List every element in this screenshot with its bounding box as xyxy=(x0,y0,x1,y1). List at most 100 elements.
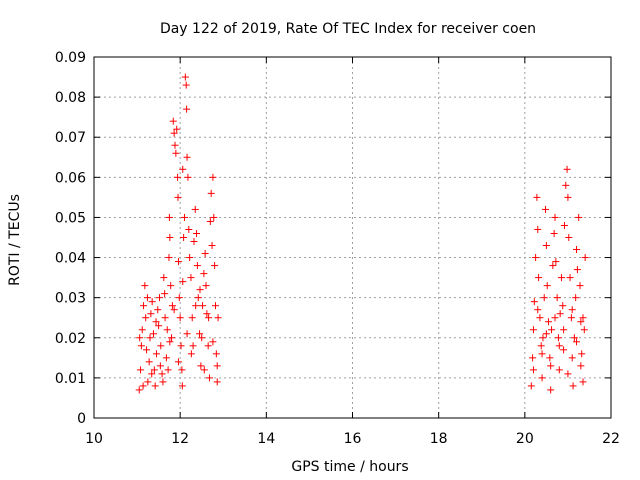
data-point xyxy=(209,173,217,181)
data-point xyxy=(577,318,585,326)
y-tick-label: 0.03 xyxy=(55,291,86,307)
data-point xyxy=(552,258,560,266)
data-point xyxy=(539,334,547,342)
data-point xyxy=(545,318,553,326)
data-point xyxy=(555,342,563,350)
data-point xyxy=(212,350,220,358)
y-tick-label: 0.06 xyxy=(55,170,86,186)
data-point xyxy=(180,213,188,221)
data-point xyxy=(208,242,216,250)
data-point xyxy=(148,370,156,378)
data-point xyxy=(563,165,571,173)
data-point xyxy=(164,366,172,374)
data-point xyxy=(203,310,211,318)
data-point xyxy=(170,129,178,137)
data-point xyxy=(530,298,538,306)
x-axis-title: GPS time / hours xyxy=(291,459,408,475)
data-point xyxy=(143,346,151,354)
data-point xyxy=(211,302,219,310)
data-point xyxy=(178,366,186,374)
data-point xyxy=(189,342,197,350)
data-point xyxy=(193,262,201,270)
data-point xyxy=(213,378,221,386)
data-point xyxy=(177,342,185,350)
data-point xyxy=(548,326,556,334)
data-point xyxy=(157,342,165,350)
data-point xyxy=(202,282,210,290)
data-point xyxy=(159,378,167,386)
data-point xyxy=(564,370,572,378)
data-point xyxy=(535,274,543,282)
data-point xyxy=(174,173,182,181)
data-point xyxy=(568,354,576,362)
data-point xyxy=(190,238,198,246)
data-point xyxy=(556,310,564,318)
data-point xyxy=(566,274,574,282)
data-point xyxy=(192,302,200,310)
data-point xyxy=(578,350,586,358)
data-point xyxy=(151,382,159,390)
data-point xyxy=(149,330,157,338)
y-tick-label: 0.02 xyxy=(55,331,86,347)
data-point xyxy=(191,205,199,213)
data-point xyxy=(152,350,160,358)
data-point xyxy=(573,338,581,346)
data-point xyxy=(579,378,587,386)
data-point xyxy=(167,282,175,290)
data-point xyxy=(183,153,191,161)
x-tick-label: 16 xyxy=(344,431,362,447)
data-point xyxy=(543,282,551,290)
x-tick-label: 14 xyxy=(257,431,275,447)
data-point xyxy=(182,81,190,89)
data-point xyxy=(145,358,153,366)
data-point xyxy=(136,334,144,342)
data-point xyxy=(172,149,180,157)
data-point xyxy=(534,225,542,233)
data-point xyxy=(201,250,209,258)
data-point xyxy=(533,193,541,201)
data-point xyxy=(538,374,546,382)
data-point xyxy=(537,342,545,350)
data-point xyxy=(529,326,537,334)
data-point xyxy=(198,334,206,342)
data-point xyxy=(580,326,588,334)
data-point xyxy=(200,270,208,278)
data-point xyxy=(185,225,193,233)
data-point xyxy=(186,254,194,262)
data-point xyxy=(549,262,557,270)
data-point xyxy=(146,334,154,342)
data-point xyxy=(155,322,163,330)
data-point xyxy=(179,278,187,286)
data-point xyxy=(557,274,565,282)
data-point xyxy=(538,350,546,358)
data-point xyxy=(178,382,186,390)
data-point xyxy=(529,354,537,362)
data-point xyxy=(142,314,150,322)
data-point xyxy=(152,318,160,326)
y-tick-label: 0.09 xyxy=(55,50,86,66)
data-point xyxy=(576,282,584,290)
data-point xyxy=(534,306,542,314)
x-tick-label: 22 xyxy=(602,431,620,447)
data-point xyxy=(565,234,573,241)
data-point xyxy=(175,294,183,302)
data-point xyxy=(209,338,217,346)
data-point xyxy=(199,302,207,310)
data-point xyxy=(150,366,158,374)
data-point xyxy=(547,386,555,394)
data-point xyxy=(160,274,168,282)
data-point xyxy=(187,350,195,358)
data-point xyxy=(161,290,169,298)
data-point xyxy=(560,346,568,354)
data-point xyxy=(179,165,187,173)
data-point xyxy=(562,181,570,189)
data-point xyxy=(204,342,212,350)
data-point xyxy=(137,342,145,350)
data-point xyxy=(551,314,559,322)
data-point xyxy=(581,254,589,262)
data-point xyxy=(206,217,214,225)
data-point xyxy=(170,306,178,314)
data-point xyxy=(211,262,219,270)
data-point xyxy=(213,362,221,370)
